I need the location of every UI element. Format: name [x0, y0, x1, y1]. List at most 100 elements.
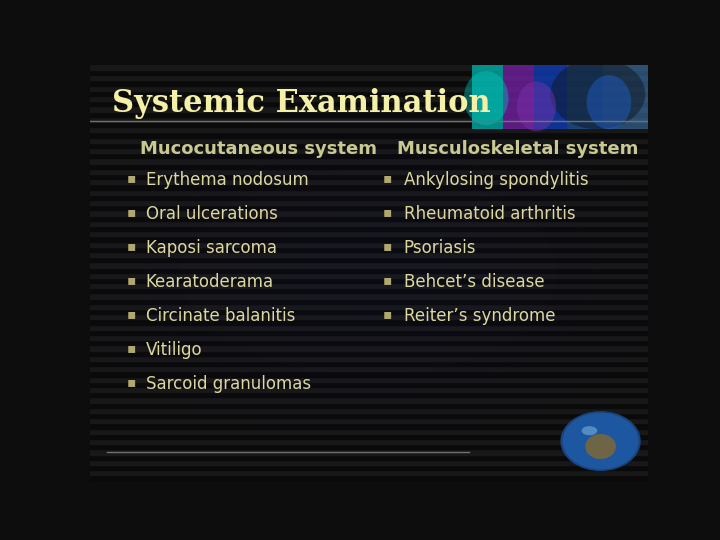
Bar: [90, 164, 648, 168]
Bar: [90, 70, 648, 75]
Text: Erythema nodosum: Erythema nodosum: [145, 171, 309, 189]
Bar: [90, 215, 648, 221]
Text: Vitiligo: Vitiligo: [145, 341, 202, 359]
Bar: [90, 309, 648, 314]
Bar: [90, 211, 648, 215]
Bar: [90, 267, 648, 273]
Bar: [90, 247, 648, 252]
Bar: [90, 200, 648, 205]
Bar: [90, 75, 648, 80]
Bar: [90, 101, 648, 106]
Bar: [90, 304, 648, 309]
Bar: [90, 148, 648, 153]
Bar: [90, 470, 648, 475]
Bar: [90, 356, 648, 361]
Bar: [90, 122, 648, 127]
Bar: [472, 65, 503, 129]
Bar: [90, 465, 648, 470]
Bar: [90, 127, 648, 132]
Text: ▪: ▪: [126, 273, 135, 287]
Bar: [90, 96, 648, 101]
Bar: [90, 314, 648, 320]
Bar: [90, 429, 648, 434]
Text: Oral ulcerations: Oral ulcerations: [145, 205, 278, 223]
Bar: [603, 65, 648, 129]
Text: Musculoskeletal system: Musculoskeletal system: [397, 140, 638, 158]
Bar: [90, 153, 648, 158]
Bar: [90, 262, 648, 267]
Text: Sarcoid granulomas: Sarcoid granulomas: [145, 375, 311, 394]
Bar: [90, 221, 648, 226]
Ellipse shape: [587, 75, 631, 129]
Bar: [90, 455, 648, 460]
Bar: [90, 288, 648, 294]
Text: ▪: ▪: [383, 307, 392, 321]
Bar: [90, 174, 648, 179]
Bar: [90, 403, 648, 408]
Bar: [90, 434, 648, 439]
Circle shape: [562, 413, 639, 469]
Bar: [567, 65, 603, 129]
Ellipse shape: [585, 434, 616, 459]
Bar: [90, 335, 648, 340]
Bar: [90, 439, 648, 444]
Circle shape: [560, 411, 641, 471]
Bar: [90, 460, 648, 465]
Text: ▪: ▪: [383, 171, 392, 185]
Bar: [90, 168, 648, 174]
Bar: [90, 444, 648, 449]
Bar: [90, 158, 648, 164]
Text: ▪: ▪: [126, 205, 135, 219]
Bar: [90, 143, 648, 148]
Bar: [90, 340, 648, 346]
Bar: [90, 325, 648, 330]
Bar: [90, 418, 648, 423]
Bar: [90, 423, 648, 429]
Bar: [90, 132, 648, 138]
Text: ▪: ▪: [126, 341, 135, 355]
Text: Behcet’s disease: Behcet’s disease: [404, 273, 544, 291]
Bar: [90, 408, 648, 413]
Bar: [90, 449, 648, 455]
Ellipse shape: [582, 426, 597, 435]
Bar: [90, 320, 648, 325]
Bar: [90, 179, 648, 184]
Text: Systemic Examination: Systemic Examination: [112, 87, 491, 119]
Bar: [90, 382, 648, 387]
Bar: [90, 184, 648, 190]
Ellipse shape: [464, 71, 508, 125]
Bar: [90, 205, 648, 210]
Text: ▪: ▪: [126, 375, 135, 389]
Bar: [90, 387, 648, 392]
Bar: [90, 85, 648, 91]
Text: ▪: ▪: [383, 205, 392, 219]
Bar: [90, 475, 648, 481]
Bar: [90, 273, 648, 278]
Bar: [90, 112, 648, 117]
Bar: [90, 241, 648, 247]
Text: Rheumatoid arthritis: Rheumatoid arthritis: [404, 205, 575, 223]
Text: Kaposi sarcoma: Kaposi sarcoma: [145, 239, 276, 257]
Text: ▪: ▪: [383, 239, 392, 253]
Text: Ankylosing spondylitis: Ankylosing spondylitis: [404, 171, 588, 189]
Text: ▪: ▪: [126, 239, 135, 253]
Bar: [90, 350, 648, 356]
Bar: [90, 366, 648, 372]
Bar: [90, 283, 648, 288]
Bar: [90, 80, 648, 85]
Bar: [90, 413, 648, 418]
Text: Circinate balanitis: Circinate balanitis: [145, 307, 295, 325]
Bar: [503, 65, 534, 129]
Ellipse shape: [517, 82, 556, 131]
Bar: [90, 237, 648, 241]
Bar: [90, 278, 648, 283]
Bar: [90, 392, 648, 397]
Bar: [90, 231, 648, 237]
Bar: [90, 299, 648, 304]
Bar: [90, 106, 648, 112]
Bar: [90, 91, 648, 96]
Bar: [534, 65, 567, 129]
Bar: [90, 397, 648, 403]
Bar: [90, 372, 648, 377]
Bar: [90, 226, 648, 231]
